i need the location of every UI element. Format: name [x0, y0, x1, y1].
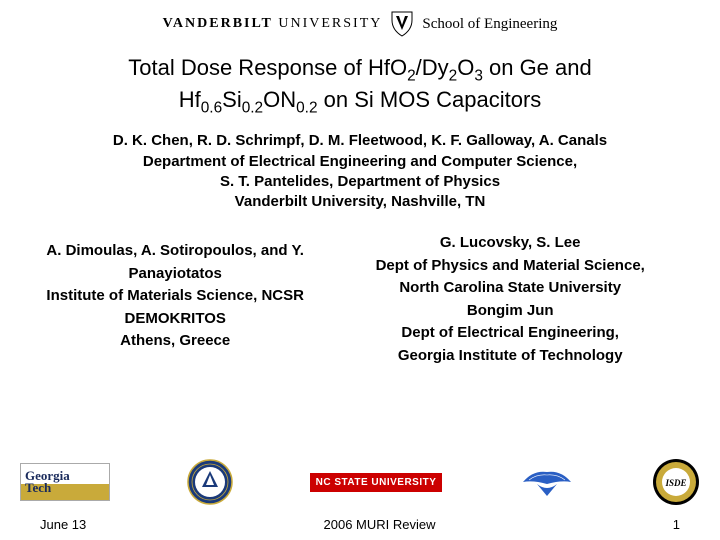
school-of-engineering: School of Engineering: [422, 16, 557, 33]
dod-seal-icon: [187, 459, 233, 505]
slide-footer: June 13 2006 MURI Review 1: [0, 517, 720, 532]
header-logo-row: VANDERBILT UNIVERSITY School of Engineer…: [0, 0, 720, 46]
sponsor-logos-row: Georgia Tech NC STATE UNIVERSITY ISDE: [0, 458, 720, 506]
svg-text:ISDE: ISDE: [664, 478, 686, 488]
vanderbilt-bold: VANDERBILT: [163, 16, 273, 31]
ncstate-text: NC STATE UNIVERSITY: [310, 473, 443, 492]
vanderbilt-shield-icon: [390, 10, 414, 38]
vanderbilt-light: UNIVERSITY: [273, 16, 383, 31]
affiliations-row: A. Dimoulas, A. Sotiropoulos, and Y. Pan…: [0, 226, 720, 367]
affiliation-left: A. Dimoulas, A. Sotiropoulos, and Y. Pan…: [30, 232, 320, 367]
footer-page-number: 1: [673, 517, 680, 532]
air-force-wing-icon: [519, 462, 575, 502]
footer-title: 2006 MURI Review: [324, 517, 436, 532]
affiliation-right: G. Lucovsky, S. LeeDept of Physics and M…: [330, 232, 690, 367]
vanderbilt-wordmark: VANDERBILT UNIVERSITY: [163, 16, 383, 32]
georgia-tech-logo: Georgia Tech: [20, 463, 110, 501]
ncstate-logo: NC STATE UNIVERSITY: [310, 473, 443, 492]
authors-main-block: D. K. Chen, R. D. Schrimpf, D. M. Fleetw…: [0, 131, 720, 226]
gt-line2: Tech: [25, 482, 51, 494]
vanderbilt-isde-icon: ISDE: [652, 458, 700, 506]
slide-title: Total Dose Response of HfO2/Dy2O3 on Ge …: [0, 46, 720, 131]
footer-date: June 13: [40, 517, 86, 532]
